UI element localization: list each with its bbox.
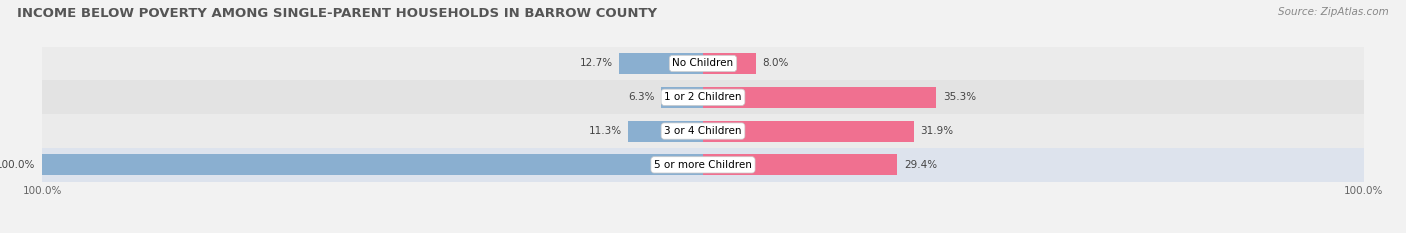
Bar	[703, 154, 897, 175]
Text: INCOME BELOW POVERTY AMONG SINGLE-PARENT HOUSEHOLDS IN BARROW COUNTY: INCOME BELOW POVERTY AMONG SINGLE-PARENT…	[17, 7, 657, 20]
Text: 35.3%: 35.3%	[943, 92, 976, 102]
Bar	[42, 148, 1364, 182]
Bar	[619, 53, 703, 74]
Bar	[703, 87, 936, 108]
Text: 11.3%: 11.3%	[589, 126, 621, 136]
Bar	[42, 80, 1364, 114]
Text: 6.3%: 6.3%	[628, 92, 655, 102]
Text: Source: ZipAtlas.com: Source: ZipAtlas.com	[1278, 7, 1389, 17]
Text: 3 or 4 Children: 3 or 4 Children	[664, 126, 742, 136]
Text: No Children: No Children	[672, 58, 734, 69]
Text: 100.0%: 100.0%	[0, 160, 35, 170]
Bar	[42, 154, 703, 175]
Bar	[661, 87, 703, 108]
Bar	[703, 121, 914, 141]
Bar	[628, 121, 703, 141]
Text: 1 or 2 Children: 1 or 2 Children	[664, 92, 742, 102]
Text: 8.0%: 8.0%	[762, 58, 789, 69]
Text: 31.9%: 31.9%	[921, 126, 953, 136]
Bar	[42, 114, 1364, 148]
Text: 29.4%: 29.4%	[904, 160, 936, 170]
Text: 5 or more Children: 5 or more Children	[654, 160, 752, 170]
Text: 12.7%: 12.7%	[579, 58, 613, 69]
Bar	[703, 53, 756, 74]
Bar	[42, 47, 1364, 80]
